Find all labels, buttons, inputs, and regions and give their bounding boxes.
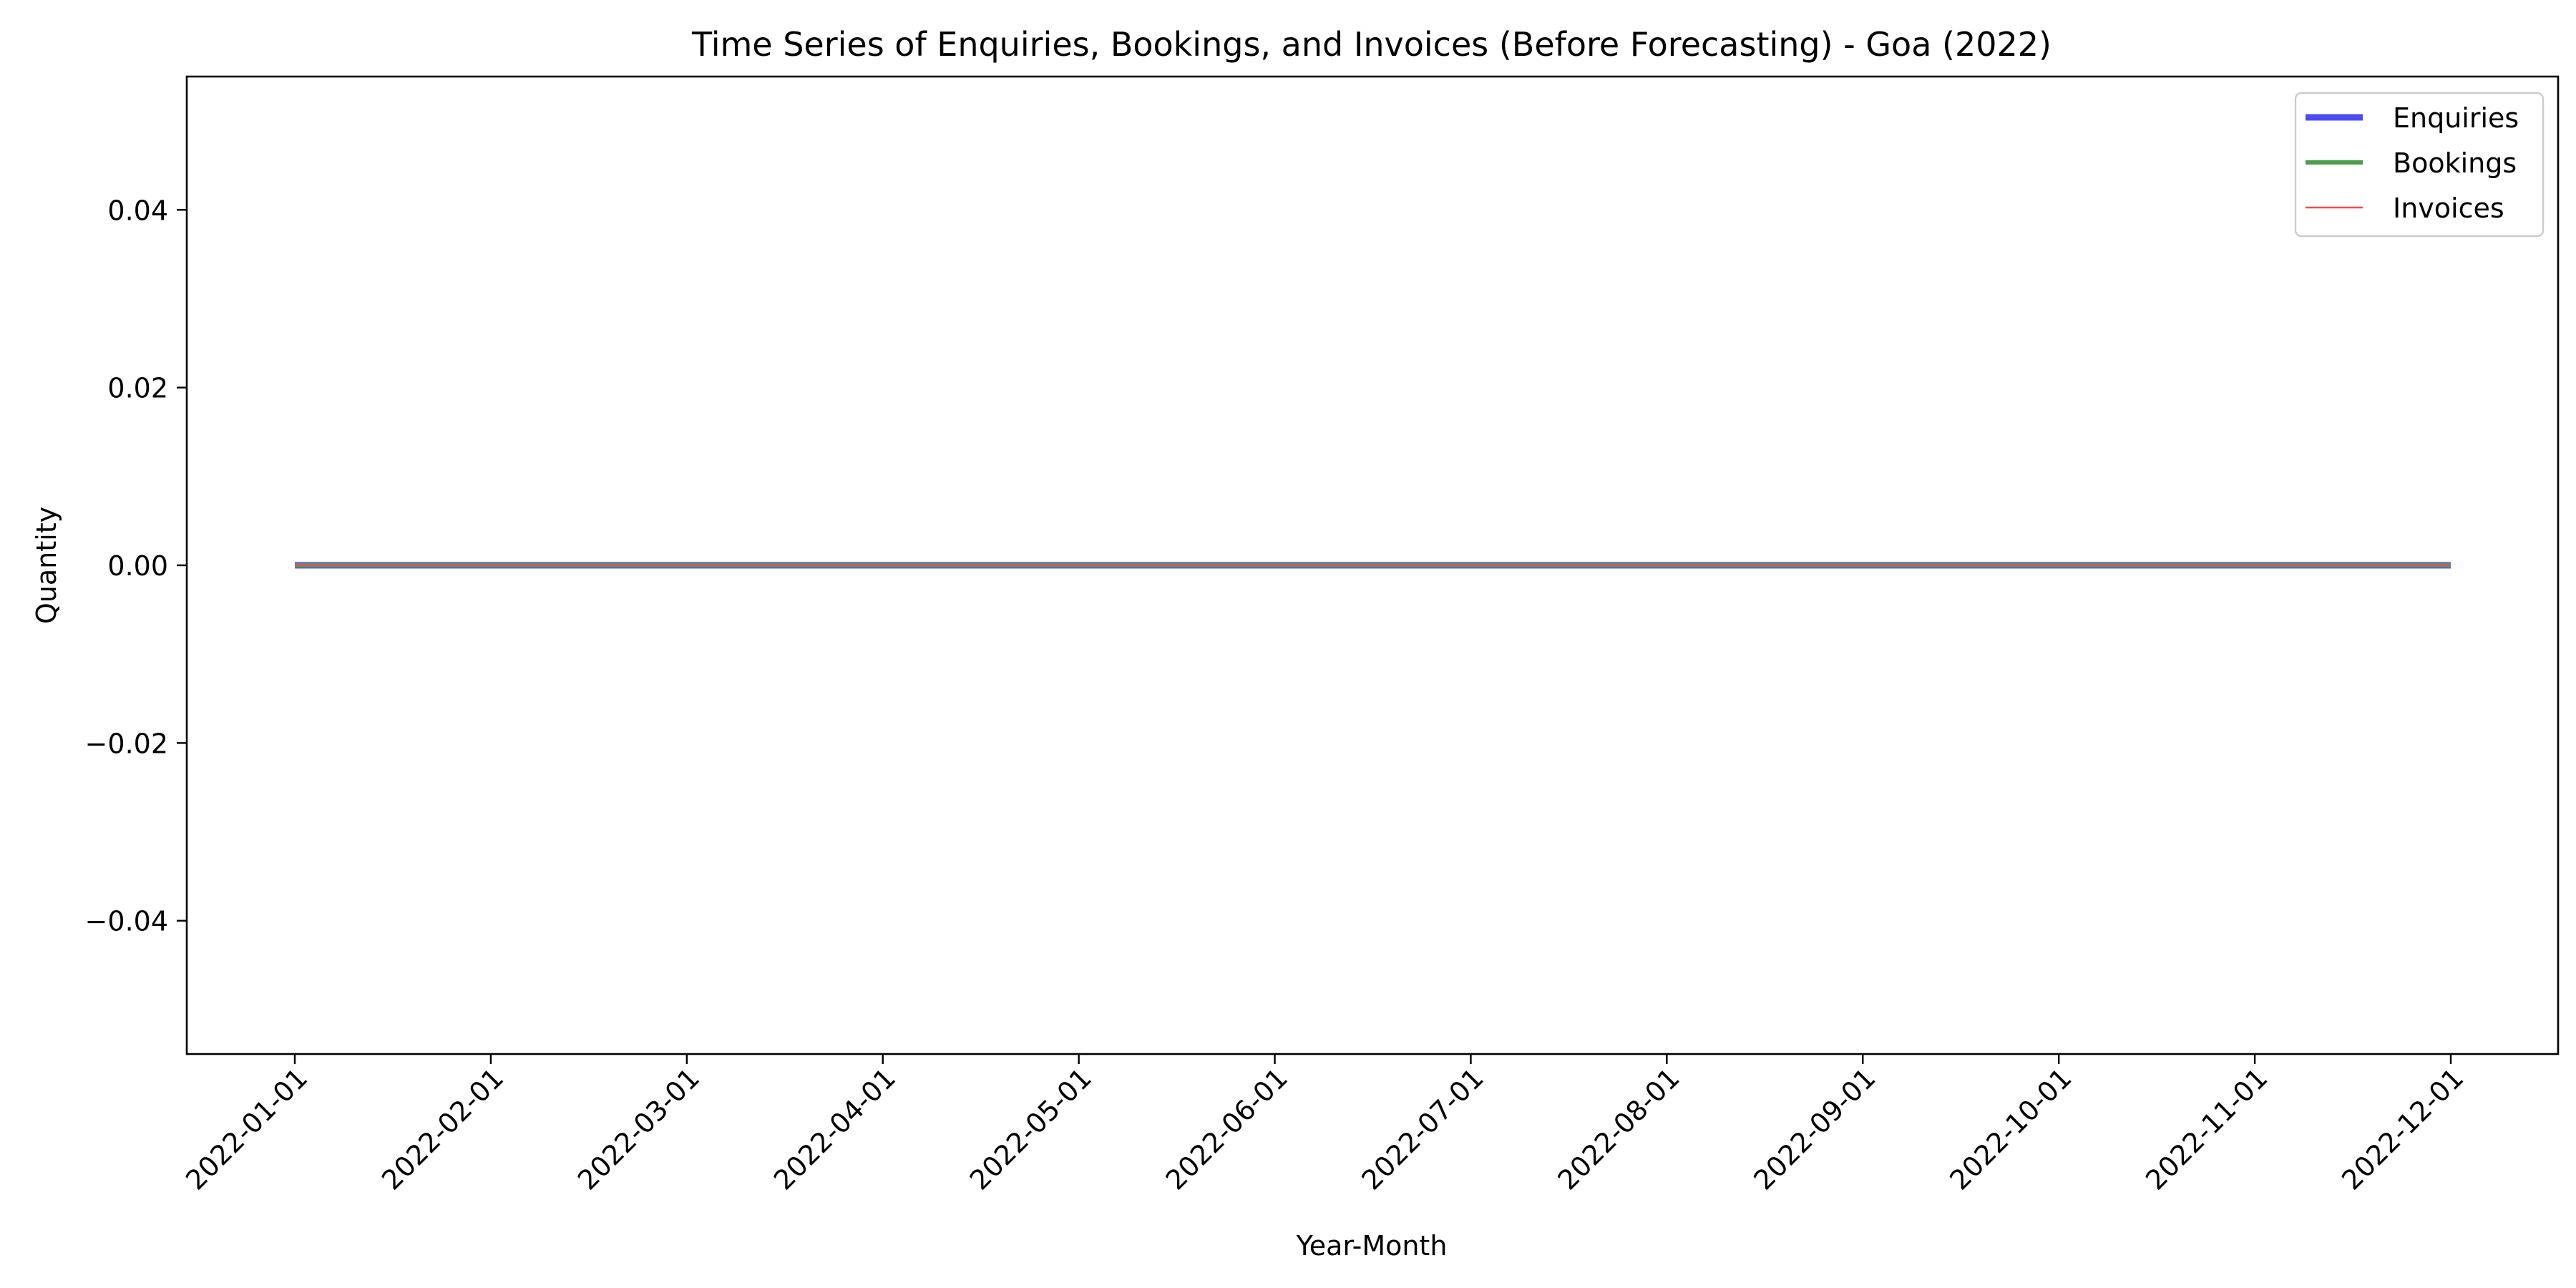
y-tick-label: −0.02 [85,728,168,759]
legend-label-invoices: Invoices [2393,192,2504,224]
axes-frame [185,75,2560,1055]
x-axis-label: Year-Month [1296,1230,1448,1262]
legend: Enquiries Bookings Invoices [2294,92,2545,238]
legend-label-enquiries: Enquiries [2393,102,2519,134]
y-tick-label: −0.04 [85,906,168,937]
y-tick-label: 0.02 [107,373,168,404]
y-tick-label: 0.00 [107,550,168,582]
chart-title: Time Series of Enquiries, Bookings, and … [691,25,2051,64]
legend-frame [2294,92,2545,238]
y-axis-label: Quantity [31,507,62,624]
legend-label-bookings: Bookings [2393,147,2517,179]
y-tick-label: 0.04 [107,195,168,226]
